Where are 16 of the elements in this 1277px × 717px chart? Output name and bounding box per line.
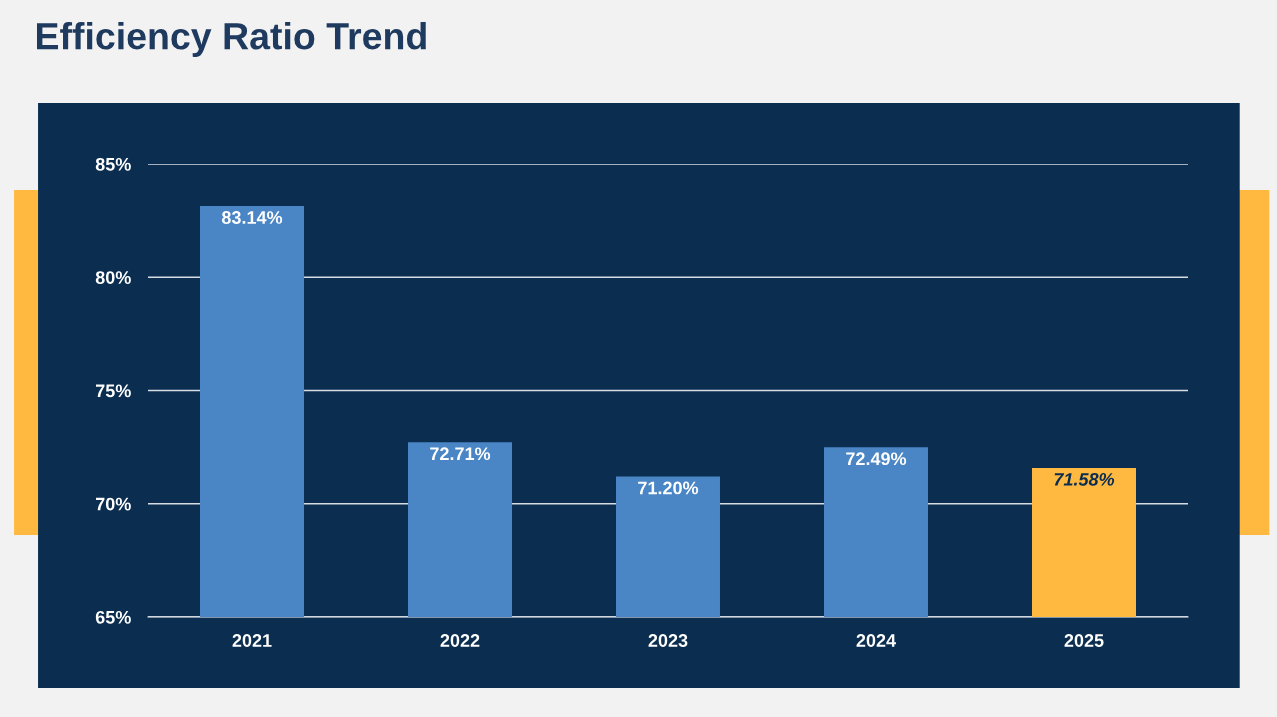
x-tick-label: 2024 <box>856 634 896 647</box>
y-tick-label: 85% <box>95 157 131 171</box>
y-tick-label: 75% <box>95 384 131 398</box>
data-label: 71.20% <box>638 481 699 495</box>
chart-title: Efficiency Ratio Trend <box>36 21 426 57</box>
data-label: 71.58% <box>1054 472 1115 486</box>
x-tick-label: 2022 <box>440 634 480 647</box>
data-label: 72.49% <box>846 452 907 466</box>
x-tick-label: 2023 <box>648 634 688 647</box>
x-tick-label: 2021 <box>232 634 272 647</box>
y-tick-label: 70% <box>95 497 131 511</box>
x-tick-label: 2025 <box>1064 634 1104 647</box>
data-label: 72.71% <box>430 447 491 461</box>
y-tick-label: 80% <box>95 271 131 284</box>
data-label: 83.14% <box>221 211 283 224</box>
y-tick-label: 65% <box>95 610 131 624</box>
